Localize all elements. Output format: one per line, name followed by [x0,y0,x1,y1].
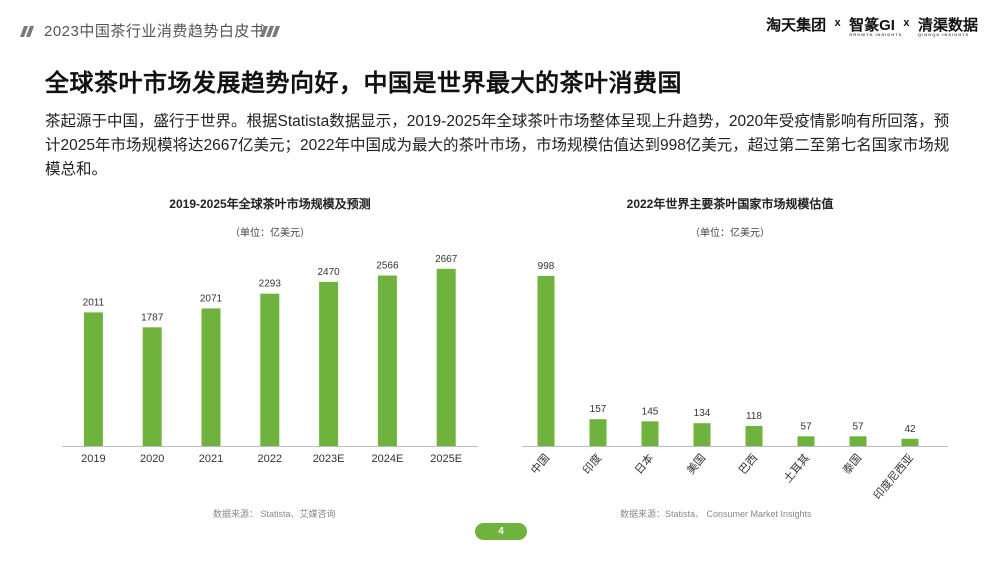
brand-qingqu-sub: QINGQU INSIGHTS [917,32,970,37]
header-stripes-icon [19,24,35,42]
chart1-unit: （单位：亿美元） [230,228,310,239]
chart2-bar [537,275,555,446]
chart2-tick-label: 美国 [684,452,708,477]
brand-zhizhuan-sub: GROWTH INSIGHTS [849,32,903,37]
chart2-bar [641,421,659,446]
brand-taotian: 淘天集团 [766,17,827,34]
chart2-bar [849,436,867,446]
chart1-tick-label: 2025E [430,453,462,465]
brand-qingqu-name: 清渠数据 [917,17,978,34]
chart2-bar [901,438,919,446]
chart1-source: 数据来源： Statista、艾媒咨询 [213,509,336,519]
chart2-tick-label: 日本 [631,451,656,477]
chart2-tick-label: 土耳其 [781,452,812,486]
chart2-tick-label: 中国 [528,452,552,477]
chart2-tick-label: 巴西 [737,452,760,477]
chart1-bar [201,308,221,446]
brand-qingqu: 清渠数据 QINGQU INSIGHTS [917,14,978,37]
chart1-tick-label: 2021 [199,453,223,465]
report-title: 2023中国茶行业消费趋势白皮书 [44,23,266,40]
chart1-value-label: 2667 [435,254,458,265]
chart2-value-label: 57 [852,421,864,432]
chart1-value-label: 2566 [376,261,399,272]
chart1-bar [83,312,103,446]
chart1-value-label: 2293 [259,279,282,290]
chart1-tick-label: 2022 [258,453,282,465]
chart1-value-label: 2011 [83,297,105,308]
brand-zhizhuan: 智篆GI GROWTH INSIGHTS [849,14,901,37]
chart2-bar [589,419,607,446]
chart2-title: 2022年世界主要茶叶国家市场规模估值 [626,197,834,211]
chart1-bar [142,327,162,446]
chart2-value-label: 42 [904,424,916,435]
chart2-source: 数据来源：Statista、 Consumer Market Insights [620,509,812,519]
chart2-tick-label: 印度尼西亚 [870,451,916,502]
brand-zhizhuan-name: 智篆GI [849,17,895,34]
chart2-svg: 998 中国 157 印度 145 日本 134 美国 118 巴西 57 土耳其 57 泰国 42 印度尼西… [522,261,948,502]
chart2-value-label: 57 [800,421,812,432]
chart2-bar [745,425,763,446]
chart2-tick-label: 泰国 [839,451,864,477]
header-stripes-right-icon [259,24,281,42]
chart1-tick-label: 2024E [371,453,403,465]
brand-separator: x [834,17,841,29]
brand-logos: 淘天集团 x 智篆GI GROWTH INSIGHTS x 清渠数据 QINGQ… [766,14,978,44]
chart1-bar [436,268,456,446]
chart2-bar [693,423,711,446]
chart2-bar [797,436,815,446]
chart2-value-label: 157 [590,404,607,415]
chart2-value-label: 145 [642,406,659,417]
chart1-tick-label: 2020 [140,453,164,465]
chart2-value-label: 118 [746,411,762,422]
chart1-bar [319,281,339,446]
chart1-bar [377,275,397,446]
chart2-value-label: 134 [694,408,711,419]
page-number-pill: 4 [475,523,527,540]
chart2-value-label: 998 [538,261,555,272]
brand-separator-2: x [903,17,910,29]
page-header: 2023中国茶行业消费趋势白皮书 淘天集团 x 智篆GI GROWTH INSI… [0,0,1000,52]
chart1-svg: 2011 2019 1787 2020 2071 2021 2293 2022 2470 2023… [62,254,478,465]
chart1-bar [260,293,280,446]
chart1-value-label: 2470 [317,267,340,278]
chart1-title: 2019-2025年全球茶叶市场规模及预测 [169,197,371,211]
chart1-value-label: 1787 [141,312,164,323]
chart1-tick-label: 2019 [81,453,105,465]
chart2-unit: （单位：亿美元） [690,228,770,239]
page-headline: 全球茶叶市场发展趋势向好，中国是世界最大的茶叶消费国 [45,70,682,97]
body-paragraph: 茶起源于中国，盛行于世界。根据Statista数据显示，2019-2025年全球… [45,113,950,178]
chart1-value-label: 2071 [200,293,223,304]
chart2-tick-label: 印度 [579,451,604,477]
page-number: 4 [498,526,504,537]
chart1-tick-label: 2023E [313,453,345,465]
